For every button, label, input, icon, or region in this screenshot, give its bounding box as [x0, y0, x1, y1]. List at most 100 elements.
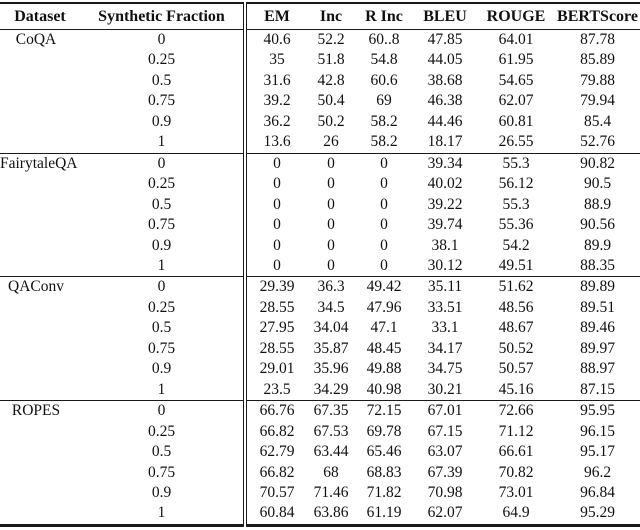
metric-cell-bertscore: 85.4 — [583, 112, 612, 130]
metric-cell-r-inc: 60.6 — [370, 71, 398, 89]
metric-cell-rouge: 70.82 — [498, 463, 534, 481]
table-row: 0.25 28.55 34.5 47.96 33.51 48.56 89.51 — [0, 297, 640, 319]
metric-cell-inc: 42.8 — [317, 71, 345, 89]
metric-cell-r-inc: 65.46 — [366, 443, 402, 461]
fraction-cell: 0 — [80, 276, 245, 298]
fraction-cell: 0.75 — [147, 216, 176, 234]
table-row: 0.25 66.82 67.53 69.78 67.15 71.12 96.15 — [0, 421, 640, 443]
fraction-cell: 0.5 — [151, 443, 172, 461]
metric-cell-rouge: 72.66 — [477, 400, 555, 422]
metric-cell-r-inc: 60..8 — [355, 29, 413, 51]
metric-cell-inc: 50.4 — [317, 92, 345, 110]
dataset-cell — [0, 463, 80, 483]
fraction-cell: 0.75 — [147, 463, 176, 481]
dataset-cell — [0, 256, 80, 277]
dataset-cell — [0, 422, 80, 442]
metric-cell-rouge: 73.01 — [498, 483, 534, 501]
metric-cell-r-inc: 61.19 — [366, 504, 402, 522]
fraction-cell: 0 — [80, 29, 245, 51]
metric-cell-bertscore: 88.97 — [580, 360, 615, 378]
metric-cell-em: 23.5 — [243, 379, 307, 401]
metric-cell-bertscore: 79.94 — [580, 92, 615, 110]
dataset-cell — [0, 215, 80, 235]
metric-cell-bleu: 34.17 — [427, 339, 463, 357]
metric-cell-inc: 0 — [327, 195, 335, 213]
metric-cell-bertscore: 87.78 — [555, 29, 640, 51]
metric-cell-rouge: 64.9 — [502, 504, 530, 522]
dataset-cell: ROPES — [0, 400, 80, 422]
metric-cell-r-inc: 72.15 — [355, 400, 413, 422]
table-body: CoQA 0 40.6 52.2 60..8 47.85 64.01 87.78… — [0, 29, 640, 526]
metric-cell-inc: 63.44 — [313, 443, 349, 461]
metric-cell-inc: 51.8 — [317, 51, 345, 69]
table-row: 0.9 36.2 50.2 58.2 44.46 60.81 85.4 — [0, 111, 640, 133]
col-header-dataset: Dataset — [0, 3, 80, 30]
metric-cell-bleu: 67.15 — [427, 422, 463, 440]
dataset-cell — [0, 339, 80, 359]
metric-cell-bertscore: 88.35 — [580, 256, 615, 274]
metric-cell-bleu: 39.74 — [427, 216, 463, 234]
metric-cell-r-inc: 49.42 — [355, 276, 413, 298]
table-row: 0.5 31.6 42.8 60.6 38.68 54.65 79.88 — [0, 70, 640, 92]
dataset-cell — [0, 112, 80, 132]
metric-cell-inc: 0 — [327, 256, 335, 274]
table-row: 0.9 29.01 35.96 49.88 34.75 50.57 88.97 — [0, 359, 640, 380]
fraction-cell: 0.9 — [151, 112, 172, 130]
col-header-em: EM — [243, 3, 307, 30]
col-header-rouge: ROUGE — [477, 3, 555, 30]
metric-cell-em: 13.6 — [243, 132, 307, 154]
dataset-cell — [0, 50, 80, 70]
table-row: 0.25 0 0 0 40.02 56.12 90.5 — [0, 174, 640, 195]
metric-cell-em: 31.6 — [243, 70, 307, 92]
table-row: ROPES 0 66.76 67.35 72.15 67.01 72.66 95… — [0, 400, 640, 422]
fraction-cell: 1 — [157, 504, 166, 522]
metric-cell-r-inc: 58.2 — [370, 133, 398, 151]
table-row: 1 23.5 34.29 40.98 30.21 45.16 87.15 — [0, 379, 640, 401]
metric-cell-bertscore: 87.15 — [580, 380, 615, 398]
dataset-cell — [0, 174, 80, 194]
metric-cell-r-inc: 54.8 — [370, 51, 398, 69]
metric-cell-bertscore: 95.95 — [555, 400, 640, 422]
metric-cell-bleu: 62.07 — [427, 504, 463, 522]
metric-cell-r-inc: 58.2 — [370, 112, 398, 130]
metric-cell-r-inc: 71.82 — [366, 483, 402, 501]
table-row: 0.75 0 0 0 39.74 55.36 90.56 — [0, 215, 640, 236]
metric-cell-em: 0 — [243, 174, 307, 195]
metric-cell-bleu: 47.85 — [413, 29, 477, 51]
fraction-cell: 0.9 — [151, 236, 172, 254]
fraction-cell: 0.25 — [147, 51, 176, 69]
metric-cell-r-inc: 0 — [380, 195, 388, 213]
metric-cell-r-inc: 68.83 — [366, 463, 402, 481]
metric-cell-inc: 50.2 — [317, 112, 345, 130]
metric-cell-bleu: 39.22 — [427, 195, 463, 213]
metric-cell-r-inc: 40.98 — [366, 380, 402, 398]
metric-cell-em: 29.39 — [243, 276, 307, 298]
metric-cell-bertscore: 85.89 — [580, 51, 615, 69]
metric-cell-em: 66.76 — [243, 400, 307, 422]
metric-cell-em: 0 — [243, 194, 307, 216]
metric-cell-bertscore: 90.5 — [583, 175, 612, 193]
metric-cell-bertscore: 96.84 — [580, 483, 615, 501]
metric-cell-bertscore: 89.89 — [555, 276, 640, 298]
fraction-cell: 0.5 — [151, 195, 172, 213]
metric-cell-bleu: 38.1 — [431, 236, 459, 254]
dataset-cell — [0, 195, 80, 215]
metric-cell-inc: 0 — [327, 236, 335, 254]
metric-cell-inc: 0 — [327, 216, 335, 234]
metric-cell-em: 0 — [243, 255, 307, 277]
metric-cell-r-inc: 48.45 — [366, 339, 402, 357]
dataset-cell — [0, 359, 80, 379]
metric-cell-bertscore: 89.9 — [583, 236, 612, 254]
metric-cell-bertscore: 96.2 — [583, 463, 612, 481]
metric-cell-em: 28.55 — [243, 338, 307, 360]
dataset-cell: CoQA — [0, 29, 80, 51]
dataset-cell — [0, 91, 80, 111]
metric-cell-inc: 63.86 — [313, 504, 349, 522]
dataset-cell — [0, 442, 80, 462]
metric-cell-bertscore: 52.76 — [580, 133, 615, 151]
metric-cell-bleu: 44.05 — [427, 51, 463, 69]
fraction-cell: 0 — [80, 400, 245, 422]
metric-cell-rouge: 61.95 — [498, 51, 534, 69]
metric-cell-r-inc: 47.1 — [370, 319, 398, 337]
metric-cell-em: 39.2 — [243, 91, 307, 112]
